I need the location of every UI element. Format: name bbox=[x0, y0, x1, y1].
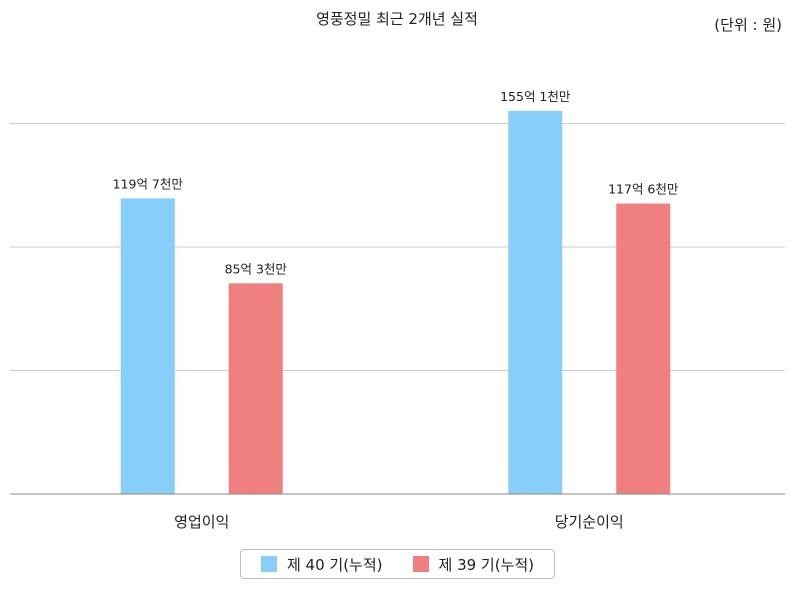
unit-label: (단위 : 원) bbox=[714, 16, 782, 34]
legend-label-series-39: 제 39 기(누적) bbox=[438, 555, 535, 574]
legend-swatch-series-40 bbox=[260, 556, 277, 572]
bar-0-1[interactable] bbox=[228, 283, 283, 494]
legend-swatch-series-39 bbox=[412, 556, 429, 572]
bar-chart: 영풍정밀 최근 2개년 실적 (단위 : 원) 119억 7천만 85억 3천만영… bbox=[10, 10, 785, 531]
data-label-1-1: 117억 6천만 bbox=[608, 182, 679, 197]
bar-0-0[interactable] bbox=[120, 198, 175, 494]
legend-item-series-39[interactable]: 제 39 기(누적) bbox=[412, 554, 535, 575]
bar-1-1[interactable] bbox=[616, 203, 671, 494]
category-label-0: 영업이익 bbox=[174, 513, 229, 531]
data-label-1-0: 155억 1천만 bbox=[500, 89, 571, 104]
category-label-1: 당기순이익 bbox=[555, 513, 624, 531]
legend-item-series-40[interactable]: 제 40 기(누적) bbox=[260, 554, 383, 575]
legend-label-series-40: 제 40 기(누적) bbox=[286, 555, 383, 574]
chart-title: 영풍정밀 최근 2개년 실적 bbox=[316, 10, 478, 28]
data-label-0-0: 119억 7천만 bbox=[113, 176, 184, 191]
bar-1-0[interactable] bbox=[508, 110, 563, 494]
legend: 제 40 기(누적) 제 39 기(누적) bbox=[240, 549, 555, 579]
bars bbox=[120, 110, 671, 494]
data-label-0-1: 85억 3천만 bbox=[225, 261, 288, 276]
